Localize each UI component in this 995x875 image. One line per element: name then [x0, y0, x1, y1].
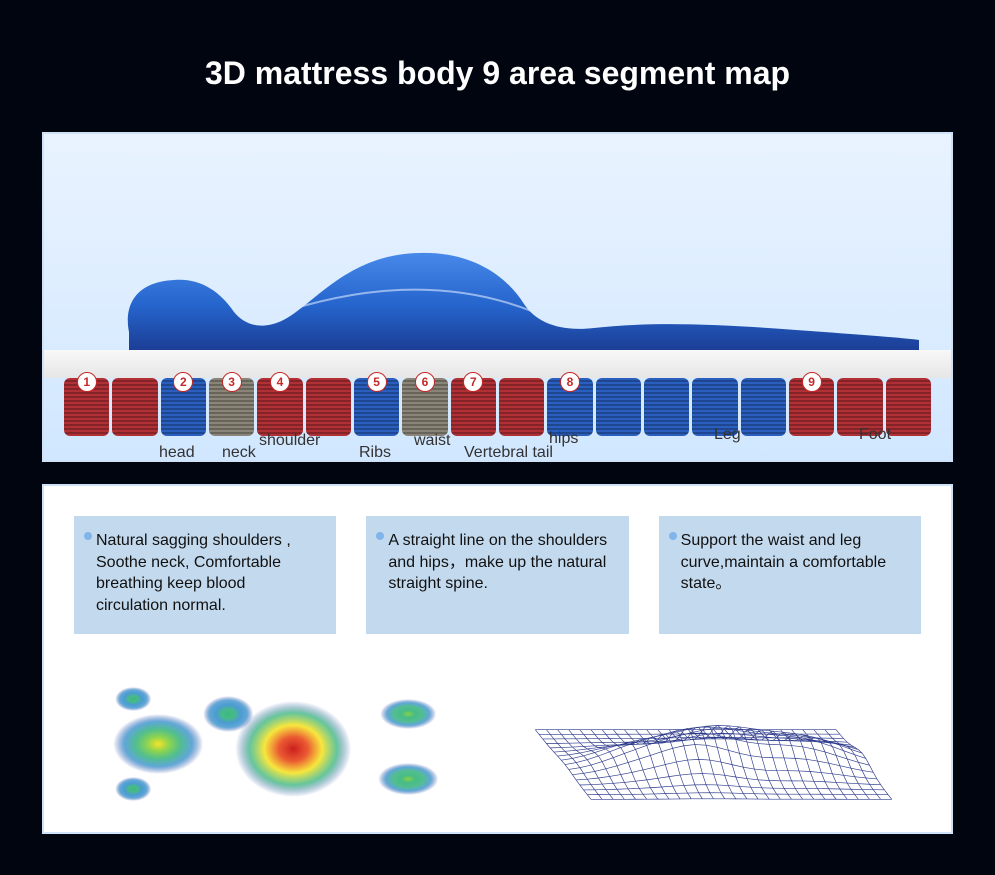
zone-number: 8 — [560, 372, 580, 392]
benefit-box-3: Support the waist and leg curve,maintain… — [659, 516, 921, 634]
spring-row: 12345678 9 — [64, 378, 931, 436]
benefit-box-2: A straight line on the shoulders and hip… — [366, 516, 628, 634]
spring-unit — [112, 378, 157, 436]
zone-label-leg: Leg — [714, 426, 741, 444]
zone-label-ribs: Ribs — [359, 444, 391, 462]
zone-number: 6 — [415, 372, 435, 392]
benefit-row: Natural sagging shoulders , Soothe neck,… — [44, 486, 951, 634]
spring-unit: 7 — [451, 378, 496, 436]
pressure-heatmap — [74, 654, 483, 824]
zone-label-waist: waist — [414, 432, 450, 450]
zone-number: 1 — [77, 372, 97, 392]
zone-number: 9 — [802, 372, 822, 392]
spring-unit: 1 — [64, 378, 109, 436]
spring-unit — [306, 378, 351, 436]
zone-number: 7 — [463, 372, 483, 392]
spring-unit — [596, 378, 641, 436]
upper-diagram-panel: 123456789 headneckshoulderRibswaistVerte… — [42, 132, 953, 462]
spring-unit: 3 — [209, 378, 254, 436]
zone-label-head: head — [159, 444, 195, 462]
zone-label-vertebral-tail: Vertebral tail — [464, 444, 553, 462]
zone-number: 4 — [270, 372, 290, 392]
zone-number: 3 — [222, 372, 242, 392]
benefit-box-1: Natural sagging shoulders , Soothe neck,… — [74, 516, 336, 634]
spring-unit — [741, 378, 786, 436]
spring-unit: 9 — [789, 378, 834, 436]
zone-number: 5 — [367, 372, 387, 392]
zone-number: 2 — [173, 372, 193, 392]
spring-unit — [499, 378, 544, 436]
lower-info-panel: Natural sagging shoulders , Soothe neck,… — [42, 484, 953, 834]
spring-unit: 5 — [354, 378, 399, 436]
zone-label-shoulder: shoulder — [259, 432, 320, 450]
spring-unit — [886, 378, 931, 436]
body-silhouette — [104, 212, 924, 352]
zone-label-foot: Foot — [859, 426, 891, 444]
zone-label-neck: neck — [222, 444, 256, 462]
spring-unit: 8 — [547, 378, 592, 436]
spring-unit: 4 — [257, 378, 302, 436]
mesh-3d-surface — [513, 654, 922, 824]
spring-unit: 6 — [402, 378, 447, 436]
spring-unit: 2 — [161, 378, 206, 436]
zone-label-hips: hips — [549, 430, 578, 448]
page-title: 3D mattress body 9 area segment map — [0, 0, 995, 132]
spring-unit — [644, 378, 689, 436]
